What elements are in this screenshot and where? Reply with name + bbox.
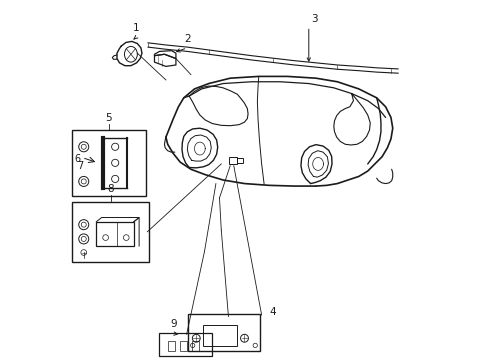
Text: 6: 6: [74, 154, 80, 164]
Text: 7: 7: [77, 161, 83, 171]
Text: 5: 5: [105, 113, 112, 123]
Text: 3: 3: [310, 14, 317, 23]
Text: 2: 2: [183, 33, 190, 44]
Text: 4: 4: [269, 307, 276, 317]
Text: 9: 9: [170, 319, 177, 329]
Text: 1: 1: [133, 23, 139, 33]
Text: 8: 8: [107, 184, 114, 194]
